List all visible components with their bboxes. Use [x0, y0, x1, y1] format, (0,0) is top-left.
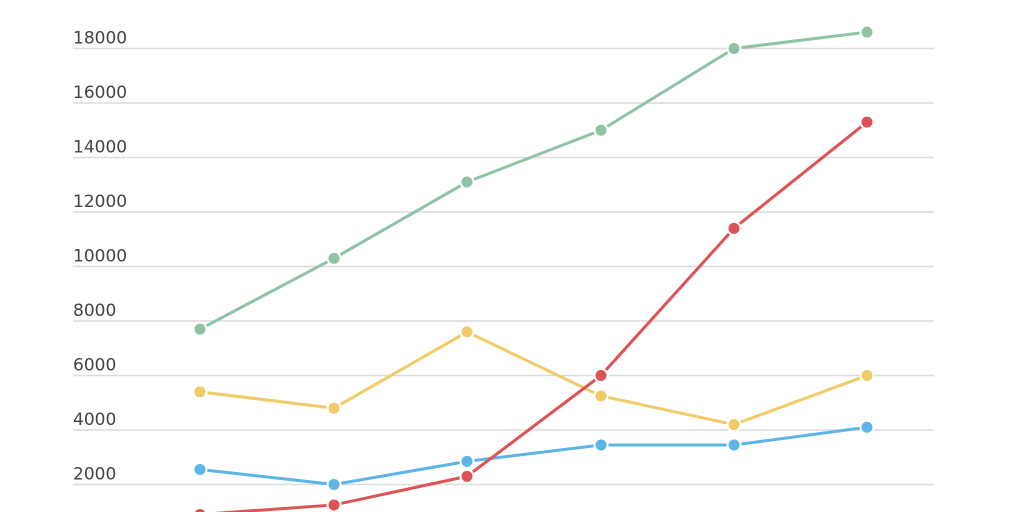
data-point	[593, 437, 609, 453]
y-tick-label: 16000	[73, 83, 127, 103]
data-point	[192, 321, 208, 337]
data-point	[726, 41, 742, 56]
data-point	[859, 419, 875, 435]
data-point	[593, 388, 609, 404]
data-point	[459, 174, 475, 190]
data-point	[859, 114, 875, 130]
data-point	[859, 368, 875, 383]
data-point	[192, 462, 208, 478]
series-line-2	[199, 425, 868, 487]
data-point	[726, 220, 742, 236]
y-tick-label: 4000	[73, 410, 116, 430]
y-tick-label: 2000	[73, 465, 116, 485]
data-point	[859, 24, 875, 40]
data-point	[326, 477, 342, 492]
series-line-0	[199, 30, 868, 331]
series-line-3	[213, 120, 868, 512]
y-tick-label: 6000	[73, 356, 116, 376]
y-tick-label: 10000	[73, 247, 127, 267]
data-point	[726, 437, 742, 453]
data-point	[593, 122, 609, 138]
y-tick-label: 18000	[73, 29, 127, 49]
data-point	[593, 368, 609, 383]
data-point	[192, 506, 208, 512]
data-point	[192, 384, 208, 400]
y-tick-label: 14000	[73, 138, 127, 158]
data-point	[326, 497, 342, 512]
data-point	[326, 400, 342, 416]
data-point	[459, 324, 475, 340]
data-point	[326, 250, 342, 266]
y-tick-label: 8000	[73, 301, 116, 321]
y-tick-label: 12000	[73, 192, 127, 212]
data-point	[459, 468, 475, 484]
data-point	[459, 453, 475, 469]
series-line-1	[199, 330, 868, 427]
data-point	[726, 417, 742, 433]
